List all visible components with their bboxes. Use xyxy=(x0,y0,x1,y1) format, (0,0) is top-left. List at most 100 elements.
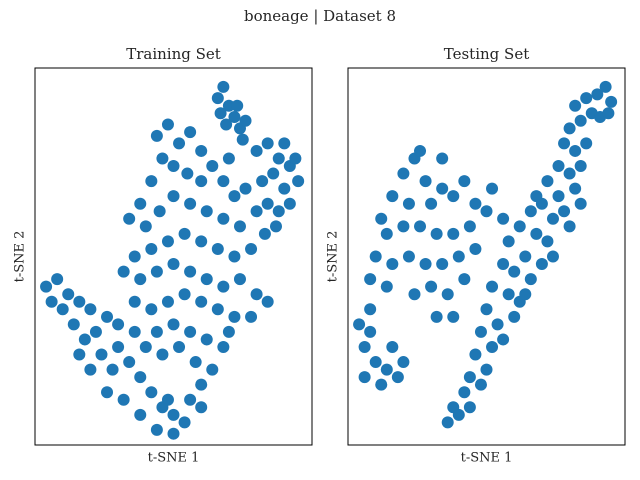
point xyxy=(430,310,443,323)
point xyxy=(469,348,482,361)
point xyxy=(217,340,230,353)
point xyxy=(552,190,565,203)
axes-title: Training Set xyxy=(126,45,221,63)
point xyxy=(84,363,97,376)
axes-frame xyxy=(347,67,626,446)
point xyxy=(599,80,612,93)
point xyxy=(474,378,487,391)
point xyxy=(184,325,197,338)
point xyxy=(580,137,593,150)
point xyxy=(117,265,130,278)
point xyxy=(591,88,604,101)
point xyxy=(369,250,382,263)
point xyxy=(386,190,399,203)
point xyxy=(250,288,263,301)
point xyxy=(358,371,371,384)
point xyxy=(45,295,58,308)
point xyxy=(261,295,274,308)
point xyxy=(134,371,147,384)
point xyxy=(181,167,194,180)
point xyxy=(425,197,438,210)
point xyxy=(217,212,230,225)
point xyxy=(480,303,493,316)
point xyxy=(67,318,80,331)
point xyxy=(239,114,252,127)
point xyxy=(408,288,421,301)
point xyxy=(112,318,125,331)
point xyxy=(62,288,75,301)
point xyxy=(563,122,576,135)
point xyxy=(117,393,130,406)
point xyxy=(574,197,587,210)
point xyxy=(502,288,515,301)
point xyxy=(156,152,169,165)
point xyxy=(530,190,543,203)
point xyxy=(228,111,241,124)
point xyxy=(167,258,180,271)
point xyxy=(486,280,499,293)
point xyxy=(233,273,246,286)
point xyxy=(145,242,158,255)
point xyxy=(231,99,244,112)
point xyxy=(73,348,86,361)
point xyxy=(128,295,141,308)
point xyxy=(123,356,136,369)
axes-title: Testing Set xyxy=(444,45,529,63)
point xyxy=(178,227,191,240)
point xyxy=(173,340,186,353)
point xyxy=(292,175,305,188)
point xyxy=(474,325,487,338)
point xyxy=(375,212,388,225)
point xyxy=(150,423,163,436)
point xyxy=(430,227,443,240)
point xyxy=(508,265,521,278)
point xyxy=(173,137,186,150)
point xyxy=(419,258,432,271)
point xyxy=(278,182,291,195)
point xyxy=(222,99,235,112)
point xyxy=(463,401,476,414)
point xyxy=(397,356,410,369)
point xyxy=(195,175,208,188)
point xyxy=(184,126,197,139)
point xyxy=(502,235,515,248)
point xyxy=(222,152,235,165)
point xyxy=(261,197,274,210)
point xyxy=(178,288,191,301)
point xyxy=(73,295,86,308)
point xyxy=(563,220,576,233)
point xyxy=(150,325,163,338)
point xyxy=(139,340,152,353)
point xyxy=(535,258,548,271)
point xyxy=(106,363,119,376)
point xyxy=(469,197,482,210)
point xyxy=(184,265,197,278)
point xyxy=(245,242,258,255)
point xyxy=(580,92,593,105)
point xyxy=(228,310,241,323)
point xyxy=(419,175,432,188)
point xyxy=(414,144,427,157)
point xyxy=(402,197,415,210)
point xyxy=(112,340,125,353)
point xyxy=(497,258,510,271)
point xyxy=(134,408,147,421)
point xyxy=(546,250,559,263)
point xyxy=(602,107,615,120)
point xyxy=(480,363,493,376)
point xyxy=(134,273,147,286)
point xyxy=(167,408,180,421)
point xyxy=(519,250,532,263)
point xyxy=(89,325,102,338)
point xyxy=(569,144,582,157)
point xyxy=(145,175,158,188)
point xyxy=(530,227,543,240)
point xyxy=(261,137,274,150)
point xyxy=(463,371,476,384)
point xyxy=(391,371,404,384)
point xyxy=(206,363,219,376)
point xyxy=(161,235,174,248)
point xyxy=(217,175,230,188)
point xyxy=(200,273,213,286)
point xyxy=(139,220,152,233)
